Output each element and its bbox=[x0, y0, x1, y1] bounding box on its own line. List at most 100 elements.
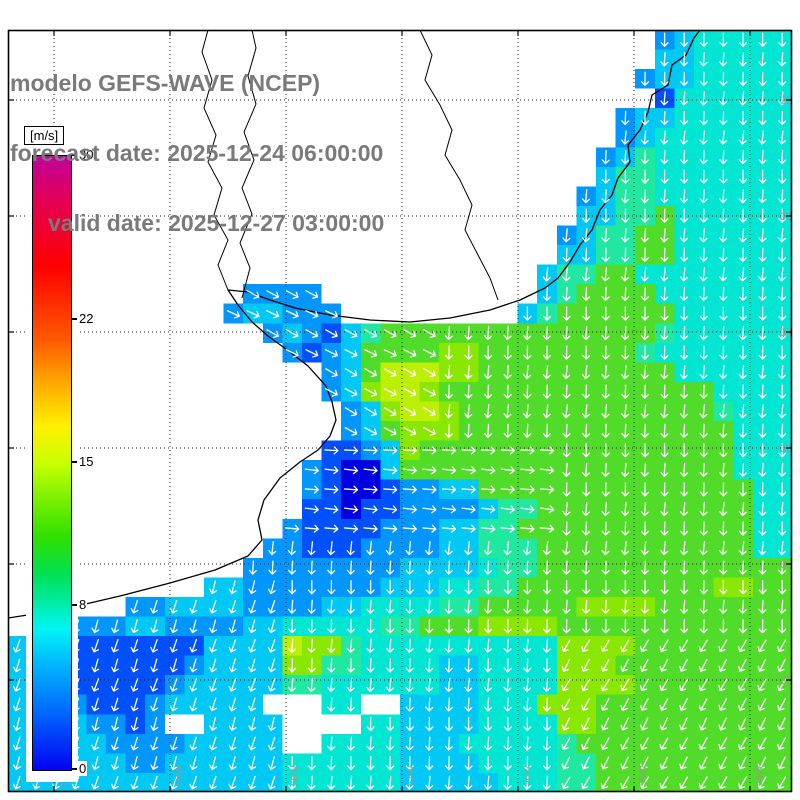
wave-direction-arrow bbox=[246, 290, 260, 299]
arrow-glyph bbox=[621, 619, 630, 634]
arrow-glyph bbox=[757, 658, 767, 672]
wave-direction-arrow bbox=[483, 540, 492, 556]
wave-direction-arrow bbox=[581, 540, 590, 556]
arrow-glyph bbox=[383, 427, 397, 436]
wave-direction-arrow bbox=[621, 404, 630, 419]
arrow-glyph bbox=[659, 717, 668, 731]
arrow-glyph bbox=[699, 501, 708, 517]
arrow-glyph bbox=[285, 524, 300, 533]
arrow-glyph bbox=[111, 658, 119, 673]
arrow-glyph bbox=[523, 364, 532, 380]
arrow-glyph bbox=[659, 756, 669, 770]
arrow-glyph bbox=[385, 736, 395, 751]
wave-direction-arrow bbox=[640, 325, 649, 341]
river-line bbox=[201, 30, 229, 291]
arrow-glyph bbox=[464, 345, 473, 360]
arrow-glyph bbox=[444, 540, 453, 556]
arrow-glyph bbox=[778, 384, 787, 399]
wave-direction-arrow bbox=[640, 482, 649, 497]
wave-direction-arrow bbox=[561, 678, 571, 692]
wave-direction-arrow bbox=[777, 639, 787, 653]
arrow-glyph bbox=[738, 130, 747, 145]
arrow-glyph bbox=[640, 580, 650, 595]
arrow-glyph bbox=[425, 560, 434, 575]
arrow-glyph bbox=[698, 639, 708, 653]
arrow-glyph bbox=[13, 736, 21, 751]
arrow-glyph bbox=[248, 736, 256, 751]
arrow-glyph bbox=[483, 540, 492, 556]
arrow-glyph bbox=[660, 443, 669, 458]
wave-direction-arrow bbox=[562, 462, 571, 478]
wave-direction-arrow bbox=[248, 658, 257, 673]
arrow-glyph bbox=[562, 247, 571, 262]
arrow-glyph bbox=[228, 697, 237, 712]
wave-direction-arrow bbox=[383, 505, 398, 514]
wave-direction-arrow bbox=[640, 208, 649, 223]
arrow-glyph bbox=[758, 580, 767, 595]
arrow-glyph bbox=[403, 368, 417, 378]
wave-direction-arrow bbox=[405, 775, 414, 790]
wave-direction-arrow bbox=[386, 716, 395, 732]
arrow-glyph bbox=[307, 658, 316, 673]
wave-direction-arrow bbox=[13, 717, 22, 731]
arrow-glyph bbox=[719, 384, 728, 399]
arrow-glyph bbox=[640, 717, 649, 731]
arrow-glyph bbox=[461, 446, 476, 455]
arrow-glyph bbox=[346, 619, 355, 634]
arrow-glyph bbox=[640, 306, 650, 321]
arrow-glyph bbox=[582, 560, 591, 575]
wave-direction-arrow bbox=[169, 775, 178, 790]
wave-direction-arrow bbox=[777, 404, 786, 419]
arrow-glyph bbox=[523, 716, 532, 732]
wave-direction-arrow bbox=[542, 364, 551, 380]
arrow-glyph bbox=[327, 599, 336, 614]
wave-direction-arrow bbox=[405, 677, 414, 693]
arrow-glyph bbox=[738, 189, 747, 204]
arrow-glyph bbox=[621, 599, 630, 614]
wave-direction-arrow bbox=[601, 443, 610, 458]
wave-direction-arrow bbox=[562, 247, 571, 262]
arrow-glyph bbox=[620, 698, 630, 711]
wave-direction-arrow bbox=[209, 736, 217, 751]
wave-direction-arrow bbox=[363, 505, 378, 514]
arrow-glyph bbox=[601, 306, 610, 321]
wave-direction-arrow bbox=[423, 329, 436, 339]
wave-direction-arrow bbox=[346, 540, 355, 556]
arrow-glyph bbox=[660, 521, 669, 536]
arrow-glyph bbox=[679, 189, 689, 204]
arrow-glyph bbox=[679, 540, 688, 556]
arrow-glyph bbox=[542, 697, 551, 712]
arrow-glyph bbox=[757, 639, 767, 653]
wave-direction-arrow bbox=[500, 485, 515, 494]
arrow-glyph bbox=[423, 407, 436, 417]
wave-direction-arrow bbox=[13, 756, 21, 771]
arrow-glyph bbox=[228, 580, 237, 595]
wave-direction-arrow bbox=[444, 599, 453, 614]
arrow-glyph bbox=[640, 149, 649, 165]
wave-direction-arrow bbox=[327, 697, 336, 712]
wave-direction-arrow bbox=[110, 639, 119, 653]
wave-direction-arrow bbox=[737, 678, 747, 692]
arrow-glyph bbox=[600, 776, 610, 789]
arrow-glyph bbox=[640, 364, 649, 380]
arrow-glyph bbox=[343, 505, 359, 514]
wave-direction-arrow bbox=[169, 678, 178, 692]
wave-direction-arrow bbox=[562, 599, 571, 614]
wave-direction-arrow bbox=[422, 505, 437, 514]
arrow-glyph bbox=[268, 560, 277, 575]
arrow-glyph bbox=[581, 678, 591, 692]
arrow-glyph bbox=[738, 501, 747, 517]
wave-direction-arrow bbox=[130, 775, 139, 790]
arrow-glyph bbox=[660, 71, 669, 87]
wave-direction-arrow bbox=[562, 423, 571, 438]
wave-direction-arrow bbox=[639, 678, 649, 692]
wave-direction-arrow bbox=[660, 345, 669, 360]
wave-direction-arrow bbox=[699, 345, 708, 360]
arrow-glyph bbox=[660, 345, 669, 360]
wave-direction-arrow bbox=[520, 524, 535, 533]
wave-direction-arrow bbox=[287, 775, 296, 790]
arrow-glyph bbox=[601, 364, 610, 380]
arrow-glyph bbox=[719, 189, 728, 204]
arrow-glyph bbox=[777, 228, 786, 243]
wave-direction-arrow bbox=[777, 737, 787, 750]
